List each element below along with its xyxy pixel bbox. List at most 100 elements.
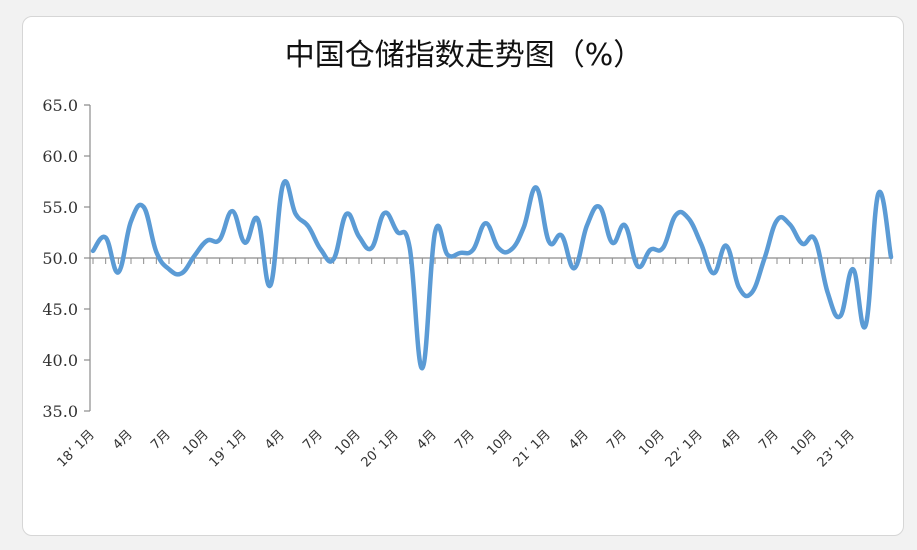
data-point (268, 284, 272, 288)
data-point (648, 248, 652, 252)
data-point (636, 264, 640, 268)
data-point (864, 323, 868, 327)
data-point (306, 224, 310, 228)
data-point (281, 183, 285, 187)
data-point (484, 221, 488, 225)
data-point (686, 216, 690, 220)
x-tick-label: 10月 (332, 427, 363, 458)
x-tick-label: 4月 (718, 427, 744, 453)
x-tick-label: 10月 (636, 427, 667, 458)
data-point (509, 248, 513, 252)
x-tick-label: 10月 (788, 427, 819, 458)
data-point (750, 291, 754, 295)
data-point (319, 248, 323, 252)
x-tick-label: 7月 (148, 427, 174, 453)
y-tick-label: 55.0 (42, 198, 78, 217)
data-point (192, 254, 196, 258)
y-axis-tick-labels: 65.0 60.0 55.0 50.0 45.0 40.0 35.0 (42, 96, 78, 421)
data-point (154, 250, 158, 254)
x-tick-label: 4月 (414, 427, 440, 453)
data-point (420, 366, 424, 370)
data-point (256, 217, 260, 221)
axes (84, 104, 893, 412)
data-point (876, 192, 880, 196)
x-tick-label: 7月 (756, 427, 782, 453)
data-point (547, 240, 551, 244)
data-point (496, 246, 500, 250)
data-point (357, 235, 361, 239)
data-point (446, 253, 450, 257)
y-tick-label: 40.0 (42, 351, 78, 370)
data-point (230, 209, 234, 213)
series-line-warehouse-index (90, 179, 894, 371)
x-tick-label: 22’ 1月 (663, 427, 706, 470)
data-point (104, 236, 108, 240)
data-point (712, 271, 716, 275)
x-tick-label: 7月 (300, 427, 326, 453)
y-tick-label: 65.0 (42, 96, 78, 115)
data-point (408, 246, 412, 250)
data-point (775, 218, 779, 222)
data-point (661, 246, 665, 250)
data-point (724, 244, 728, 248)
data-point (471, 248, 475, 252)
data-point (205, 239, 209, 243)
chart-frame: 中国仓储指数走势图（%） 65.0 60.0 55.0 50.0 45.0 40.0 35.… (22, 16, 904, 536)
x-tick-label: 4月 (262, 427, 288, 453)
x-tick-label: 19’ 1月 (207, 427, 250, 470)
data-point (458, 251, 462, 255)
data-point (534, 186, 538, 190)
data-point (218, 238, 222, 242)
data-point (433, 231, 437, 235)
data-point (370, 246, 374, 250)
data-point (91, 249, 95, 253)
x-tick-label: 7月 (604, 427, 630, 453)
chart-title: 中国仓储指数走势图（%） (285, 38, 644, 73)
data-point (116, 270, 120, 274)
line-chart: 中国仓储指数走势图（%） 65.0 60.0 55.0 50.0 45.0 40.0 35.… (42, 38, 894, 470)
data-point (142, 205, 146, 209)
x-tick-label: 10月 (180, 427, 211, 458)
data-point (572, 266, 576, 270)
x-tick-label: 21’ 1月 (511, 427, 554, 470)
x-tick-label: 23’ 1月 (815, 427, 858, 470)
data-point (838, 314, 842, 318)
series-layer (90, 179, 894, 371)
data-point (699, 242, 703, 246)
data-point (243, 241, 247, 245)
data-point (851, 267, 855, 271)
data-point (788, 222, 792, 226)
data-point (674, 213, 678, 217)
y-tick-label: 45.0 (42, 300, 78, 319)
data-point (180, 271, 184, 275)
data-point (395, 230, 399, 234)
data-point (382, 211, 386, 215)
data-point (813, 238, 817, 242)
data-point (344, 212, 348, 216)
data-point (585, 223, 589, 227)
data-point (129, 219, 133, 223)
x-tick-label: 4月 (110, 427, 136, 453)
data-point (522, 225, 526, 229)
data-point (800, 242, 804, 246)
data-point (560, 234, 564, 238)
y-tick-label: 50.0 (42, 249, 78, 268)
x-tick-label: 10月 (484, 427, 515, 458)
x-tick-label: 4月 (566, 427, 592, 453)
data-point (598, 205, 602, 209)
y-tick-label: 60.0 (42, 147, 78, 166)
data-point (889, 255, 893, 259)
data-point (762, 257, 766, 261)
x-tick-label: 7月 (452, 427, 478, 453)
data-point (826, 291, 830, 295)
data-point (610, 241, 614, 245)
data-point (294, 212, 298, 216)
data-point (737, 286, 741, 290)
data-point (332, 257, 336, 261)
data-point (167, 267, 171, 271)
y-tick-label: 35.0 (42, 402, 78, 421)
x-tick-label: 20’ 1月 (359, 427, 402, 470)
data-point (623, 223, 627, 227)
x-tick-label: 18’ 1月 (55, 427, 98, 470)
